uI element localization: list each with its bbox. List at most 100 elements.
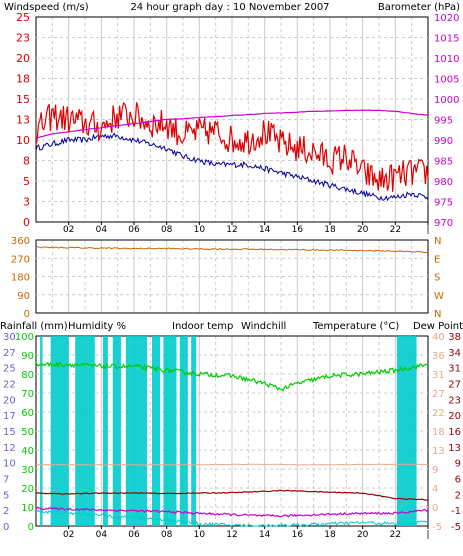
barometer-tick-label: 1015 (434, 34, 459, 45)
rain-bar (163, 336, 177, 526)
climate-panel-xtick-label: 16 (292, 530, 304, 540)
temperature-tick-label: 23 (448, 395, 461, 406)
wind-panel-xtick-label: 02 (63, 225, 74, 235)
climate-panel-xtick-label: 14 (259, 530, 271, 540)
temperature-tick-label: -5 (451, 522, 461, 533)
compass-tick-label: N (434, 236, 441, 247)
indoor-temp-line (35, 463, 428, 466)
wind-panel-xtick-label: 08 (161, 225, 173, 235)
wind-panel-xtick-label: 18 (324, 225, 336, 235)
indoor-temp-tick-label: 36 (432, 351, 445, 362)
rainfall-tick-label: 20 (3, 395, 16, 406)
rain-bar (151, 336, 161, 526)
direction-tick-label: 270 (11, 254, 30, 265)
rainfall-tick-label: 2 (3, 506, 9, 517)
chart-title: 24 hour graph day : 10 November 2007 (130, 2, 329, 13)
dew-point-line (35, 506, 429, 518)
indoor-temp-tick-label: 40 (432, 332, 445, 343)
humidity-tick-label: 10 (21, 503, 34, 514)
wind-panel-xtick-label: 10 (194, 225, 206, 235)
barometer-tick-label: 990 (434, 136, 453, 147)
windspeed-axis-label: Windspeed (m/s) (4, 2, 89, 13)
rainfall-tick-label: 7 (3, 475, 9, 486)
windchill-line (35, 509, 429, 528)
temperature-axis-label: Temperature (°C) (312, 321, 399, 332)
wind-panel-xtick-label: 22 (390, 225, 401, 235)
climate-panel-xtick-label: 06 (128, 530, 140, 540)
windspeed-tick-label: 13 (16, 114, 30, 127)
rain-bar (50, 336, 69, 526)
compass-tick-label: N (434, 309, 441, 320)
humidity-line (35, 360, 429, 392)
barometer-tick-label: 970 (434, 218, 453, 229)
barometer-axis-label: Barometer (hPa) (378, 2, 460, 13)
temperature-tick-label: 38 (448, 332, 461, 343)
temperature-line (35, 489, 429, 501)
windspeed-tick-label: 23 (16, 32, 30, 45)
wind-panel-xtick-label: 04 (96, 225, 108, 235)
climate-panel-xtick-label: 18 (324, 530, 336, 540)
wind-direction-line (35, 246, 429, 254)
compass-tick-label: E (434, 254, 440, 265)
rain-bar (125, 336, 148, 526)
rainfall-tick-label: 5 (3, 490, 9, 501)
temperature-tick-label: 27 (448, 380, 461, 391)
wind-panel-xtick-label: 12 (226, 225, 237, 235)
wind-panel-xtick-label: 14 (259, 225, 271, 235)
indoor-temp-tick-label: 27 (432, 389, 445, 400)
temperature-tick-label: 13 (448, 443, 461, 454)
windchill-axis-label: Windchill (241, 321, 286, 332)
rain-bar (179, 336, 188, 526)
rainfall-tick-label: 15 (3, 427, 16, 438)
barometer-tick-label: 985 (434, 157, 453, 168)
barometer-tick-label: 975 (434, 198, 453, 209)
rain-bar (396, 336, 417, 526)
windspeed-tick-label: 8 (23, 155, 30, 168)
rain-bar (191, 336, 197, 526)
indoor-temp-tick-label: 31 (432, 370, 445, 381)
windspeed-line (35, 101, 429, 192)
humidity-tick-label: 20 (21, 484, 34, 495)
windspeed-tick-label: 0 (23, 216, 30, 229)
indoor-temp-tick-label: 13 (432, 446, 445, 457)
direction-tick-label: 0 (24, 309, 30, 320)
compass-tick-label: S (434, 273, 440, 284)
direction-tick-label: 360 (11, 236, 30, 247)
humidity-tick-label: 90 (21, 351, 34, 362)
rainfall-axis-label: Rainfall (mm) (0, 321, 68, 332)
humidity-tick-label: 30 (21, 465, 34, 476)
climate-panel-xtick-label: 22 (390, 530, 401, 540)
indoor-temp-tick-label: 22 (432, 408, 445, 419)
humidity-tick-label: 70 (21, 389, 34, 400)
barometer-line (35, 109, 429, 139)
rainfall-tick-label: 10 (3, 459, 16, 470)
temperature-tick-label: 16 (448, 427, 461, 438)
rain-bar (102, 336, 108, 526)
barometer-tick-label: 1000 (434, 95, 459, 106)
compass-tick-label: W (434, 291, 444, 302)
humidity-tick-label: 100 (15, 332, 34, 343)
windspeed-tick-label: 10 (16, 134, 30, 147)
climate-panel-xtick-label: 04 (96, 530, 108, 540)
rainfall-tick-label: 27 (3, 348, 16, 359)
wind-panel-xtick-label: 16 (292, 225, 304, 235)
temperature-tick-label: 9 (455, 459, 461, 470)
wind-average-line (35, 132, 429, 202)
temperature-tick-label: 31 (448, 364, 461, 375)
rain-bar (75, 336, 95, 526)
climate-panel-xtick-label: 10 (194, 530, 206, 540)
barometer-tick-label: 1010 (434, 54, 459, 65)
wind-panel-xtick-label: 20 (357, 225, 369, 235)
climate-panel-xtick-label: 12 (226, 530, 237, 540)
rain-bar (40, 336, 43, 526)
windspeed-tick-label: 5 (23, 175, 30, 188)
windspeed-tick-label: 3 (23, 196, 30, 209)
climate-panel-xtick-label: | (426, 530, 429, 540)
temperature-tick-label: 2 (455, 490, 461, 501)
temperature-tick-label: -1 (451, 506, 461, 517)
dew-point-axis-label: Dew Point (413, 321, 463, 332)
windspeed-tick-label: 18 (16, 73, 30, 86)
humidity-tick-label: 0 (28, 522, 34, 533)
